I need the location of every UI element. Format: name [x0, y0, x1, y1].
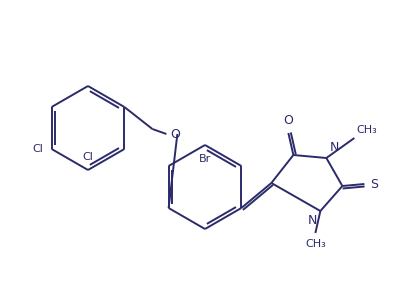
- Text: Br: Br: [199, 154, 211, 164]
- Text: N: N: [308, 214, 318, 227]
- Text: CH₃: CH₃: [357, 125, 377, 135]
- Text: CH₃: CH₃: [305, 239, 326, 249]
- Text: S: S: [370, 178, 378, 190]
- Text: N: N: [329, 141, 339, 154]
- Text: O: O: [170, 127, 180, 141]
- Text: O: O: [283, 114, 293, 127]
- Text: Cl: Cl: [33, 144, 44, 154]
- Text: Cl: Cl: [83, 152, 93, 162]
